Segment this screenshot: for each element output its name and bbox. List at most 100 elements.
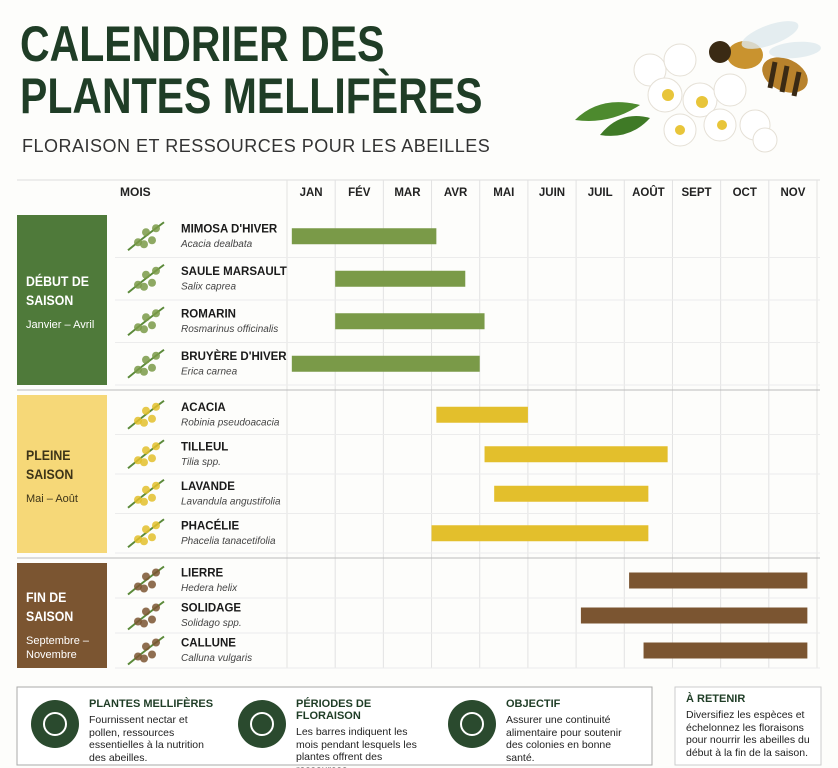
plant-flower [152,442,160,451]
plant-flower [152,603,160,612]
footer-icon [448,700,496,748]
footer-title: PLANTES MELLIFÈRES [89,698,214,710]
month-label: SEPT [682,187,712,199]
plant-flower [152,224,160,233]
plant-flower [140,584,148,593]
subtitle: FLORAISON ET RESSOURCES POUR LES ABEILLE… [22,136,491,156]
bloom-bar [335,270,466,287]
plant-flower [152,266,160,275]
plant-stem [127,221,165,252]
plant-latin: Robinia pseudoacacia [181,417,280,428]
plant-flower [148,615,156,624]
footer-text: Fournissent nectar et pollen, ressources… [89,714,204,764]
plant-flower [142,642,150,651]
plant-name: LIERRE [181,568,224,580]
footer-icon [238,700,286,748]
plant-name: MIMOSA D'HIVER [181,223,278,235]
plant-latin: Solidago spp. [181,618,242,629]
note-box [674,686,822,766]
group-box [17,395,107,553]
plant-name: LAVANDE [181,481,235,493]
footer-title: OBJECTIF [506,698,561,710]
month-label: AOÛT [632,186,665,199]
plant-flower [152,481,160,490]
plant-flower [152,568,160,577]
plant-flower [142,572,150,581]
plant-flower [148,533,156,542]
footer-icon-inner [43,712,67,736]
month-label: JUIL [588,187,613,199]
plant-flower [140,418,148,427]
group-box [17,563,107,668]
plant-flower [142,228,150,237]
bloom-bar [436,406,528,423]
plant-flower [148,363,156,372]
plant-flower [142,313,150,322]
footer-text: Les barres indiquent les mois pendant le… [296,726,417,768]
bloom-bar [580,607,808,624]
plant-flower [142,270,150,279]
group-label: DÉBUT DE SAISON Janvier – Avril [26,272,104,332]
plant-name: TILLEUL [181,441,228,453]
plant-name: ROMARIN [181,308,236,320]
plant-flower [148,454,156,463]
plant-flower [140,537,148,546]
bloom-bar [629,572,808,589]
group-period: Septembre – Novembre [26,634,89,661]
plant-latin: Salix caprea [181,281,236,292]
plant-flower [148,236,156,245]
plant-flower [148,580,156,589]
plant-stem [127,399,165,430]
bloom-bar [643,642,808,659]
group-name: DÉBUT DE SAISON [26,273,89,308]
plant-name: BRUYÈRE D'HIVER [181,350,287,363]
plant-flower [140,619,148,628]
bloom-bar [291,228,437,245]
group-label: PLEINE SAISON Mai – Août [26,446,104,506]
plant-flower [142,446,150,455]
bloom-bar [431,525,649,542]
group-period: Mai – Août [26,493,78,505]
plant-latin: Phacelia tanacetifolia [181,536,276,547]
plant-flower [142,525,150,534]
plant-flower [142,355,150,364]
plant-flower [148,278,156,287]
plant-flower [152,351,160,360]
plant-stem [127,565,165,596]
month-label: OCT [733,187,757,199]
plant-stem [127,635,165,666]
plant-latin: Lavandula angustifolia [181,496,281,507]
plant-latin: Tilia spp. [181,457,221,468]
plant-flower [152,402,160,411]
plant-flower [140,367,148,376]
group-name: PLEINE SAISON [26,447,74,482]
plant-flower [140,325,148,334]
plant-latin: Acacia dealbata [180,239,253,250]
plant-flower [140,497,148,506]
plant-stem [127,518,165,549]
bloom-bar [291,355,480,372]
month-label: NOV [780,187,805,199]
plant-flower [140,282,148,291]
month-label: MAR [394,187,421,199]
plant-flower [148,650,156,659]
plant-flower [142,406,150,415]
footer-icon-inner [460,712,484,736]
plant-name: CALLUNE [181,638,236,650]
plant-flower [142,607,150,616]
bloom-bar [484,446,668,463]
month-label: JUIN [539,187,565,199]
bloom-bar [335,313,485,330]
footer-box [16,686,653,766]
plant-stem [127,348,165,379]
month-label: MAI [493,187,514,199]
footer-item: PÉRIODES DE FLORAISON Les barres indiquen… [296,698,426,768]
footer-item: OBJECTIF Assurer une continuité alimentai… [506,698,636,764]
footer-icon-inner [250,712,274,736]
plant-latin: Calluna vulgaris [181,653,252,664]
plant-flower [140,654,148,663]
group-period: Janvier – Avril [26,319,95,331]
plant-stem [127,306,165,337]
footer-text: Assurer une continuité alimentaire pour … [506,714,622,764]
